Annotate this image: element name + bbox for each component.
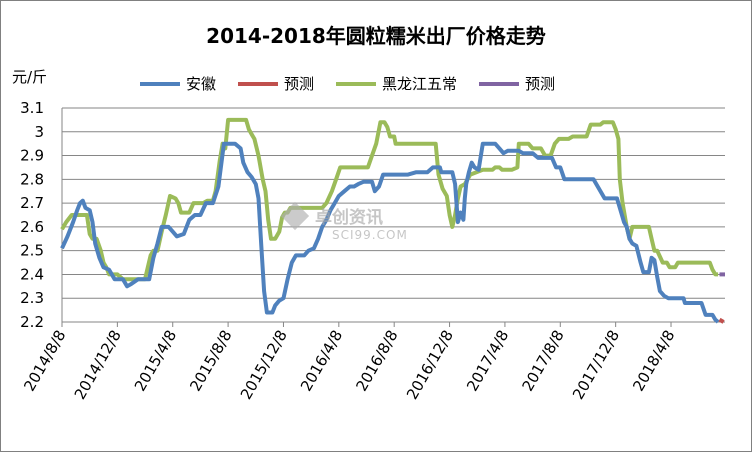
x-tick-label: 2014/12/8 (71, 327, 125, 403)
x-tick-label: 2016/4/8 (297, 327, 346, 394)
legend-item-anhui-forecast: 预测 (238, 73, 314, 94)
y-unit-label: 元/斤 (12, 68, 48, 86)
legend-item-anhui: 安徽 (140, 73, 216, 94)
y-tick-label: 2.6 (20, 218, 44, 236)
y-tick-labels: 2.2 2.3 2.4 2.5 2.6 2.7 2.8 2.9 3 3.1 (20, 99, 44, 331)
series-line-anhui (60, 141, 720, 324)
chart-title: 2014-2018年圆粒糯米出厂价格走势 (206, 24, 546, 48)
legend-label-anhui: 安徽 (186, 75, 217, 93)
x-tick-label: 2014/8/8 (20, 327, 69, 394)
legend-label-heilongjiang-forecast: 预测 (525, 75, 556, 93)
y-tick-label: 2.2 (20, 313, 44, 331)
y-tick-label: 2.7 (20, 194, 44, 212)
x-tick-label: 2016/12/8 (403, 327, 457, 403)
axes (61, 108, 725, 327)
series-line-anhui-forecast (718, 317, 725, 324)
legend-swatch-heilongjiang (336, 81, 377, 86)
legend-swatch-anhui (140, 81, 180, 86)
watermark-text-en: SCI99.COM (332, 228, 408, 242)
legend-swatch-anhui-forecast (238, 81, 279, 86)
legend-item-heilongjiang-forecast: 预测 (479, 73, 555, 94)
x-tick-label: 2016/8/8 (352, 327, 401, 394)
y-tick-label: 2.8 (20, 170, 44, 188)
y-tick-label: 2.5 (20, 242, 44, 260)
x-tick-label: 2017/4/8 (463, 327, 512, 394)
y-tick-label: 3 (34, 123, 44, 141)
x-tick-label: 2015/4/8 (131, 327, 180, 394)
x-tick-labels: 2014/8/8 2014/12/8 2015/4/8 2015/8/8 2015/12… (20, 327, 678, 403)
legend-label-anhui-forecast: 预测 (284, 75, 315, 93)
watermark-text-cn: 卓创资讯 (315, 208, 383, 228)
x-tick-label: 2018/4/8 (629, 327, 678, 394)
legend-label-heilongjiang: 黑龙江五常 (382, 75, 458, 93)
x-tick-label: 2015/12/8 (237, 327, 291, 403)
legend-swatch-heilongjiang-forecast (479, 81, 520, 86)
y-tick-label: 2.4 (20, 265, 44, 283)
legend-item-heilongjiang: 黑龙江五常 (336, 73, 457, 94)
y-tick-label: 3.1 (20, 99, 44, 117)
y-tick-label: 2.9 (20, 147, 44, 165)
series-line-heilongjiang (60, 117, 719, 282)
y-tick-label: 2.3 (20, 289, 44, 307)
x-tick-label: 2017/12/8 (569, 327, 623, 403)
gridlines (62, 107, 725, 299)
series-lines (60, 117, 725, 324)
x-tick-label: 2015/8/8 (186, 327, 235, 394)
legend: 安徽 预测 黑龙江五常 预测 (140, 73, 577, 94)
x-tick-label: 2017/8/8 (518, 327, 567, 394)
